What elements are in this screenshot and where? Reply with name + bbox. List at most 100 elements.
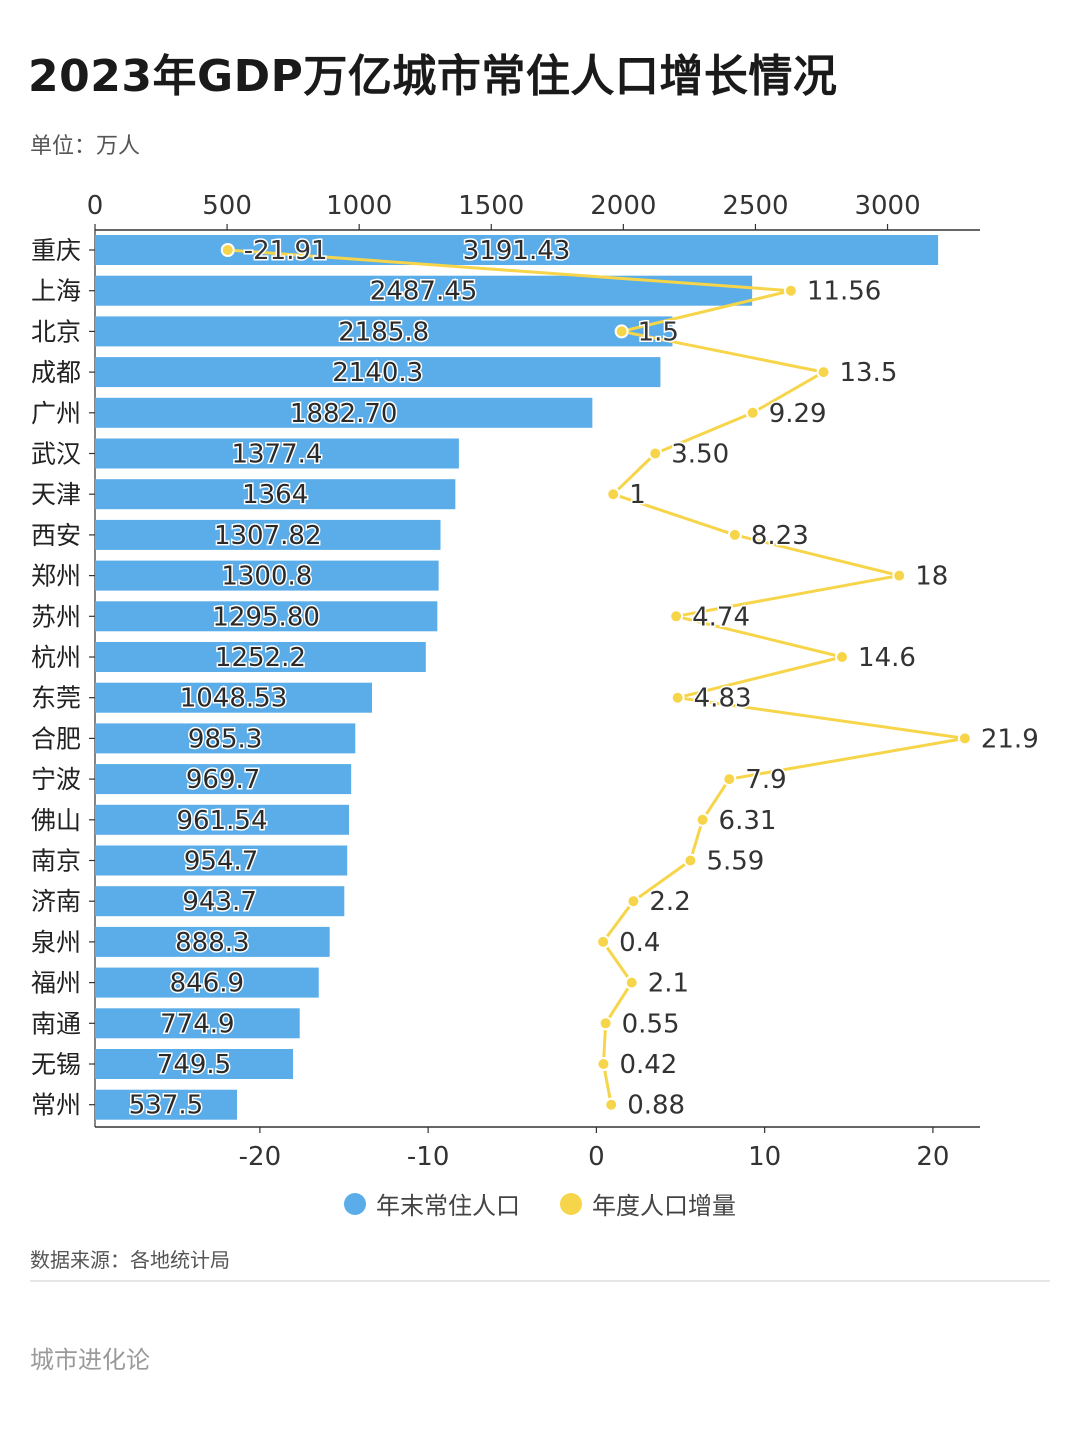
increase-point-label: -21.91 [244, 236, 328, 266]
population-bar [95, 804, 350, 835]
increase-point-label: 0.4 [619, 928, 660, 958]
population-bar-label: 985.3 [188, 724, 262, 754]
brand-name: 城市进化论 [30, 1346, 150, 1374]
population-bar-label: 2140.3 [332, 358, 423, 388]
population-bar-label: 943.7 [182, 887, 256, 917]
increase-point-label: 9.29 [769, 399, 827, 429]
category-label: 南通 [31, 1009, 81, 1038]
legend-swatch-line [560, 1192, 582, 1215]
top-tick-label: 0 [87, 191, 104, 221]
increase-point [745, 405, 760, 420]
increase-point-label: 1.5 [638, 317, 679, 347]
population-bar-label: 1364 [242, 480, 308, 510]
increase-point-label: 4.83 [694, 684, 752, 714]
category-label: 常州 [31, 1091, 81, 1120]
increase-point [670, 690, 685, 705]
increase-point-label: 11.56 [807, 277, 881, 307]
population-bar-label: 749.5 [157, 1050, 231, 1080]
legend-label-population: 年末常住人口 [376, 1192, 520, 1220]
increase-point-label: 8.23 [751, 521, 809, 551]
population-bar [95, 316, 673, 347]
category-label: 杭州 [31, 643, 81, 672]
population-bar-label: 2487.45 [370, 277, 478, 307]
increase-point [614, 324, 629, 339]
category-label: 北京 [31, 317, 81, 346]
population-bar-label: 954.7 [184, 847, 258, 877]
population-bar-label: 774.9 [160, 1009, 234, 1039]
category-label: 南京 [31, 847, 81, 876]
increase-point-label: 7.9 [745, 765, 786, 795]
top-tick-label: 1500 [458, 191, 524, 221]
legend-item-population: 年末常住人口 [344, 1186, 520, 1221]
increase-point-label: 0.42 [619, 1050, 677, 1080]
increase-point [596, 1057, 611, 1071]
population-bar-label: 1295.80 [212, 602, 320, 632]
population-bar [95, 601, 438, 632]
population-bar [95, 764, 352, 795]
increase-point-label: 3.50 [671, 440, 729, 470]
population-bar [95, 560, 439, 591]
population-bar [95, 1049, 294, 1079]
increase-point [835, 650, 850, 664]
increase-point-label: 0.88 [627, 1091, 685, 1121]
top-tick-label: 1000 [326, 191, 392, 221]
increase-point [596, 934, 611, 949]
category-label: 济南 [31, 887, 81, 916]
category-label: 无锡 [31, 1050, 81, 1079]
top-tick-label: 500 [202, 191, 252, 221]
increase-point [598, 1016, 613, 1031]
population-bar [95, 845, 348, 876]
category-label: 天津 [31, 480, 81, 509]
increase-point [626, 894, 641, 909]
population-bar [95, 357, 661, 388]
category-label: 苏州 [31, 602, 81, 631]
population-bar-label: 1252.2 [215, 643, 306, 673]
population-bar [95, 723, 356, 754]
top-tick-label: 2000 [590, 191, 656, 221]
legend-swatch-bar [344, 1192, 366, 1215]
top-tick-label: 3000 [854, 191, 920, 221]
category-label: 泉州 [31, 928, 81, 957]
bottom-tick-label: 10 [748, 1142, 781, 1170]
increase-point-label: 5.59 [706, 847, 764, 877]
legend-item-increase: 年度人口增量 [560, 1186, 736, 1221]
population-bar [95, 1089, 237, 1120]
increase-point [648, 446, 663, 461]
category-label: 东莞 [31, 684, 81, 713]
population-bar-label: 1048.53 [180, 684, 288, 714]
category-label: 广州 [31, 399, 81, 428]
bottom-tick-label: -20 [239, 1142, 281, 1170]
top-tick-label: 2500 [722, 191, 788, 221]
population-bar-label: 1307.82 [214, 521, 322, 551]
increase-point-label: 1 [629, 480, 646, 510]
category-label: 佛山 [31, 806, 81, 835]
increase-point [957, 731, 972, 746]
footer-divider [30, 1280, 1050, 1282]
increase-point-label: 21.9 [981, 724, 1039, 754]
population-bar-label: 846.9 [170, 969, 244, 999]
legend-label-increase: 年度人口增量 [592, 1192, 736, 1220]
category-label: 上海 [31, 277, 81, 306]
increase-point-label: 14.6 [858, 643, 916, 673]
population-bar-label: 537.5 [129, 1091, 203, 1121]
increase-point [604, 1097, 619, 1112]
population-bar [95, 926, 330, 957]
category-label: 宁波 [31, 765, 81, 794]
increase-point [722, 772, 737, 787]
increase-point-label: 4.74 [692, 602, 750, 632]
bottom-tick-label: 0 [588, 1142, 605, 1170]
category-label: 重庆 [31, 236, 81, 265]
increase-point-label: 13.5 [840, 358, 898, 388]
population-bar-label: 1882.70 [290, 399, 398, 429]
population-bar [95, 1008, 300, 1039]
population-bar-label: 961.54 [177, 806, 268, 836]
category-label: 武汉 [31, 440, 81, 469]
increase-point-label: 18 [915, 562, 948, 592]
population-bar [95, 886, 345, 917]
population-bar [95, 397, 593, 428]
category-label: 西安 [31, 521, 81, 550]
chart-title: 2023年GDP万亿城市常住人口增长情况 [28, 51, 838, 102]
bottom-tick-label: 20 [916, 1142, 949, 1170]
population-bar-label: 888.3 [175, 928, 249, 958]
combo-chart: 0 500 1000 1500 2000 2500 3000 -20 -10 0 10 20 重庆上海北… [31, 191, 1040, 1170]
